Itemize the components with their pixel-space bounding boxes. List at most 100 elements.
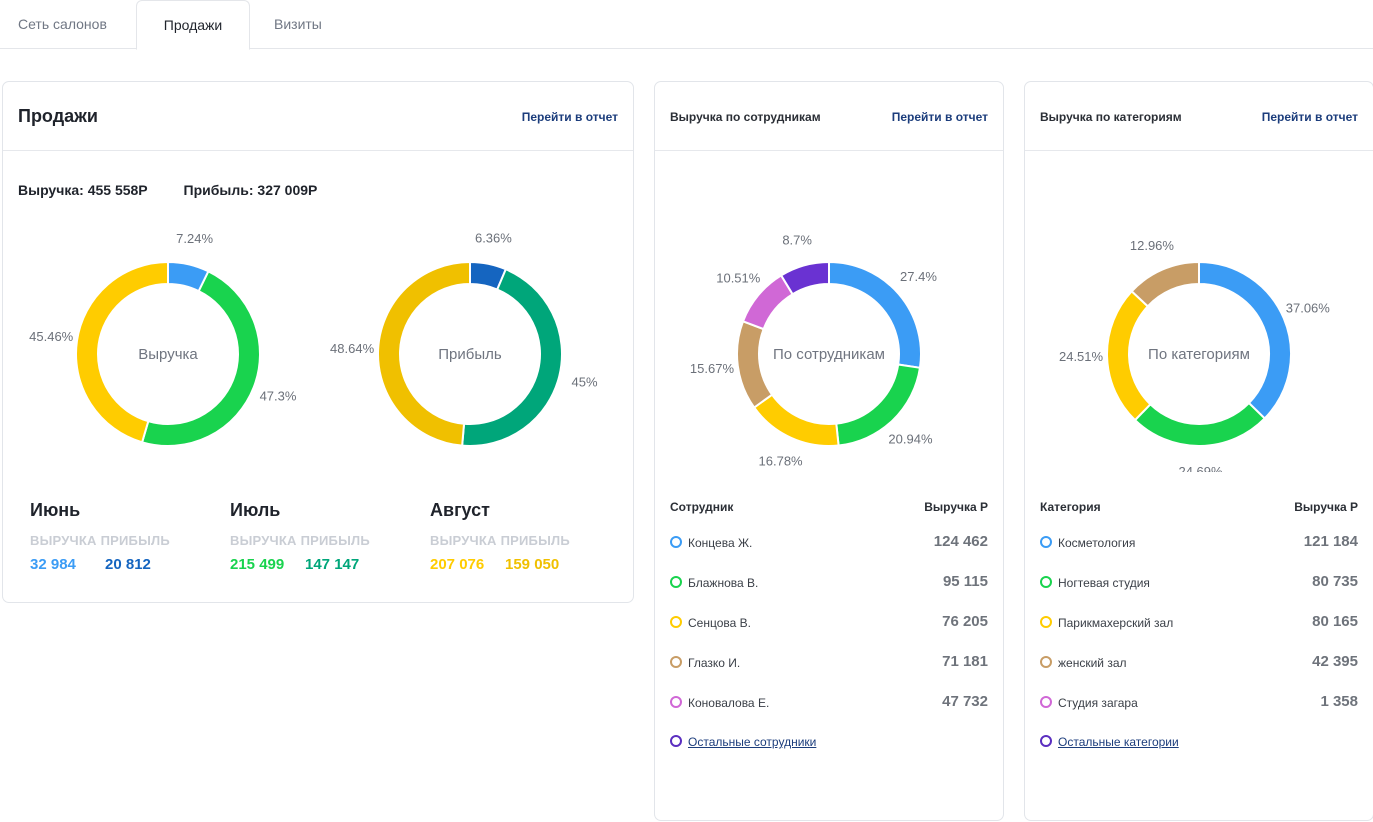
tab-sales[interactable]: Продажи [136,0,250,50]
month-name: Июль [230,500,281,520]
employees-card-title: Выручка по сотрудникам [670,110,821,124]
month-profit-value: 147 147 [305,556,360,573]
donut-slice[interactable] [140,270,261,447]
others-employees-row[interactable]: Остальные сотрудники [670,731,988,751]
slice-percent-label: 48.64% [330,341,375,356]
donut-slice[interactable] [377,260,471,447]
circle-icon [1040,536,1052,548]
donut-slice[interactable] [1106,289,1152,422]
month-values: 32 984 20 812 [30,556,220,573]
slice-percent-label: 8.7% [782,232,812,247]
employees-report-link[interactable]: Перейти в отчет [891,110,988,124]
categories-card-header: Выручка по категориям Перейти в отчет [1025,82,1373,151]
list-item[interactable]: Косметология 121 184 [1040,532,1358,552]
categories-donut-chart: 37.06% 24.69% 24.51% 12.96% По категориям [1059,238,1331,472]
slice-percent-label: 45% [572,374,598,389]
donut-center-label: Прибыль [438,346,502,363]
revenue-donut-chart: 7.24% 47.3% 45.46% Выручка [29,232,297,447]
slice-percent-label: 27.4% [900,269,937,284]
list-item[interactable]: Глазко И. 71 181 [670,652,988,672]
month-revenue-value: 215 499 [230,556,285,573]
slice-percent-label: 12.96% [1130,238,1175,253]
others-categories-row[interactable]: Остальные категории [1040,731,1358,751]
month-revenue-value: 207 076 [430,556,485,573]
list-item-value: 76 205 [942,613,988,630]
profit-donut-chart: 6.36% 45% 48.64% Прибыль [330,232,598,447]
column-revenue: Выручка Р [1294,500,1358,514]
list-item[interactable]: Блажнова В. 95 115 [670,572,988,592]
month-profit-value: 20 812 [105,556,151,573]
list-item-value: 71 181 [942,653,988,670]
month-july: Июль ВЫРУЧКА ПРИБЫЛЬ 215 499 147 147 [230,500,420,573]
circle-icon [1040,656,1052,668]
list-item-value: 80 735 [1312,573,1358,590]
tab-bar: Сеть салонов Продажи Визиты [0,0,1373,50]
donut-slice[interactable] [1133,401,1267,447]
month-name: Июнь [30,500,81,520]
month-labels: ВЫРУЧКА ПРИБЫЛЬ [230,533,420,548]
others-categories-link[interactable]: Остальные категории [1058,735,1179,749]
donut-center-label: По сотрудникам [773,346,885,363]
others-employees-link[interactable]: Остальные сотрудники [688,735,817,749]
donut-slice[interactable] [736,319,774,409]
list-item-value: 80 165 [1312,613,1358,630]
profit-label: ПРИБЫЛЬ [300,533,370,548]
employees-card: Выручка по сотрудникам Перейти в отчет 2… [654,81,1004,821]
column-revenue: Выручка Р [924,500,988,514]
list-item-value: 1 358 [1320,693,1358,710]
tab-salon-network[interactable]: Сеть салонов [18,16,107,32]
donut-slice[interactable] [1198,260,1292,420]
list-item-value: 124 462 [933,533,988,550]
sales-card: Продажи Перейти в отчет Выручка: 455 558… [2,81,634,603]
revenue-total: Выручка: 455 558Р [18,182,148,198]
month-labels: ВЫРУЧКА ПРИБЫЛЬ [430,533,620,548]
month-june: Июнь ВЫРУЧКА ПРИБЫЛЬ 32 984 20 812 [30,500,220,573]
list-item-label: Ногтевая студия [1058,576,1150,590]
sales-card-title: Продажи [18,106,98,126]
month-values: 215 499 147 147 [230,556,420,573]
slice-percent-label: 20.94% [888,431,933,446]
employees-donut-chart: 27.4% 20.94% 16.78% 15.67% 10.51% 8.7% По сотр… [690,232,937,469]
list-item[interactable]: женский зал 42 395 [1040,652,1358,672]
list-item[interactable]: Сенцова В. 76 205 [670,612,988,632]
slice-percent-label: 37.06% [1286,300,1331,315]
circle-icon [670,576,682,588]
circle-icon [1040,696,1052,708]
list-item[interactable]: Парикмахерский зал 80 165 [1040,612,1358,632]
slice-percent-label: 6.36% [475,232,512,245]
list-item-label: Концева Ж. [688,536,753,550]
profit-label: ПРИБЫЛЬ [100,533,170,548]
profit-label: ПРИБЫЛЬ [500,533,570,548]
donut-slice[interactable] [1130,260,1200,308]
circle-icon [1040,616,1052,628]
list-item-label: Косметология [1058,536,1136,550]
revenue-label: ВЫРУЧКА [430,533,497,548]
list-item-label: Глазко И. [688,656,741,670]
employees-list-header: Сотрудник Выручка Р [670,500,988,516]
slice-percent-label: 15.67% [690,361,735,376]
sales-totals: Выручка: 455 558Р Прибыль: 327 009Р [18,182,349,198]
list-item-value: 121 184 [1303,533,1358,550]
list-item[interactable]: Концева Ж. 124 462 [670,532,988,552]
month-revenue-value: 32 984 [30,556,76,573]
revenue-label: ВЫРУЧКА [230,533,297,548]
donut-slice[interactable] [752,393,840,447]
list-item[interactable]: Коновалова Е. 47 732 [670,692,988,712]
tab-visits[interactable]: Визиты [274,16,322,32]
list-item[interactable]: Студия загара 1 358 [1040,692,1358,712]
categories-report-link[interactable]: Перейти в отчет [1261,110,1358,124]
circle-icon [670,735,682,747]
slice-percent-label: 16.78% [759,454,804,469]
slice-percent-label: 24.51% [1059,349,1104,364]
month-values: 207 076 159 050 [430,556,620,573]
circle-icon [670,616,682,628]
donut-slice[interactable] [75,260,169,444]
sales-report-link[interactable]: Перейти в отчет [521,110,618,124]
donut-slice[interactable] [779,260,830,296]
list-item-value: 42 395 [1312,653,1358,670]
circle-icon [670,656,682,668]
donut-center-label: По категориям [1148,346,1250,363]
list-item-label: Студия загара [1058,696,1138,710]
list-item[interactable]: Ногтевая студия 80 735 [1040,572,1358,592]
categories-card: Выручка по категориям Перейти в отчет 37… [1024,81,1373,821]
